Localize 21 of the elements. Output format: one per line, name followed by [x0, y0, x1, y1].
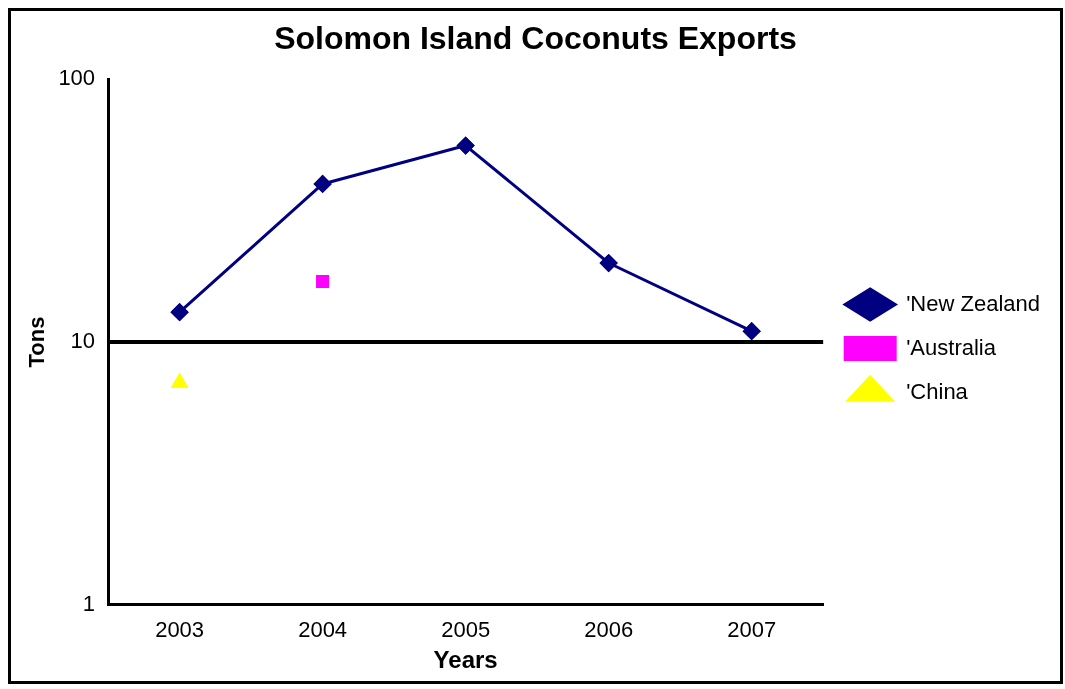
y-tick-label: 10: [70, 328, 96, 354]
point: [743, 322, 761, 340]
point: [314, 175, 332, 193]
legend-label: 'China: [906, 378, 969, 404]
y-tick-label: 100: [58, 65, 96, 91]
x-tick-label: 2005: [441, 617, 491, 643]
x-tick-label: 2003: [155, 617, 205, 643]
chart-title: Solomon Island Coconuts Exports: [274, 20, 797, 57]
x-axis-title: Years: [433, 646, 498, 674]
point: [457, 137, 475, 155]
point: [600, 254, 618, 272]
y-axis-title: Tons: [24, 316, 50, 368]
x-tick-label: 2006: [584, 617, 634, 643]
x-tick-label: 2007: [727, 617, 777, 643]
point: [171, 303, 189, 321]
point: [172, 374, 188, 388]
legend-label: 'Australia: [906, 334, 997, 360]
y-tick-label: 1: [82, 590, 96, 616]
point: [316, 275, 330, 289]
x-tick-label: 2004: [298, 617, 348, 643]
legend-label: 'New Zealand: [906, 290, 1040, 316]
